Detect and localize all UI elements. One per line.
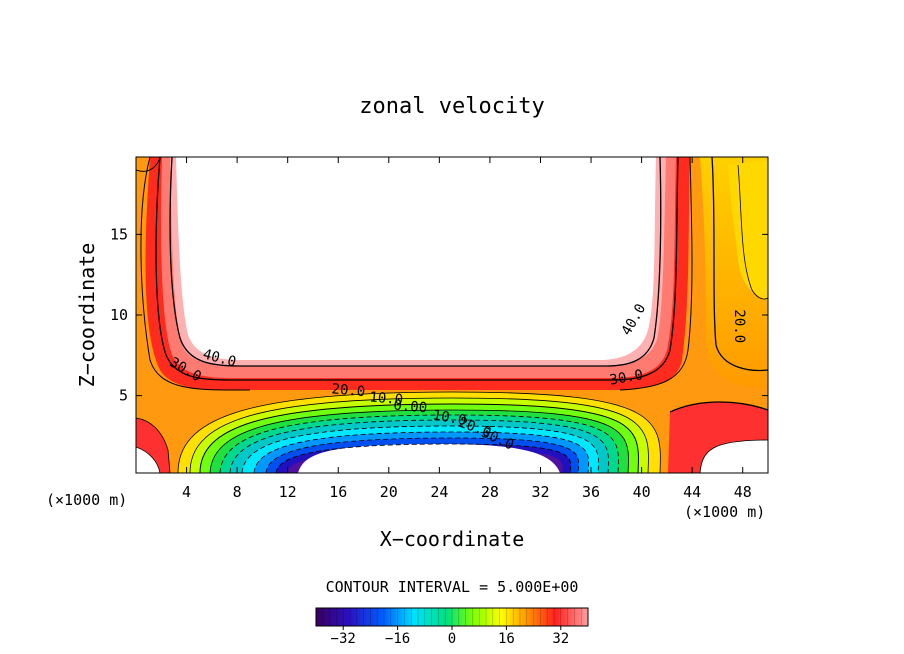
x-tick-label: 36 — [582, 483, 600, 501]
y-tick-label: 5 — [119, 387, 128, 405]
colorbar-tick-label: 16 — [498, 631, 515, 647]
colorbar-segments — [322, 608, 582, 626]
field-right-yellow-core — [728, 160, 768, 300]
contour-interval-text: CONTOUR INTERVAL = 5.000E+00 — [326, 578, 579, 596]
contour-label: 10.0 — [369, 389, 404, 408]
contour-lower-right — [669, 401, 768, 413]
contour-5-upper — [189, 397, 649, 473]
contour-label: 20.0 — [331, 381, 366, 400]
x-tick-label: 32 — [531, 483, 549, 501]
x-unit-left: (×1000 m) — [46, 491, 127, 509]
y-axis: 5 10 15 — [110, 225, 768, 405]
field-lower-left-white — [136, 447, 160, 473]
contour-40-left-upper — [169, 157, 662, 367]
contour-20-left — [140, 157, 251, 391]
contour-lower-left — [136, 417, 171, 473]
x-axis: 4 8 12 16 20 24 28 32 36 40 44 48 — [182, 157, 752, 501]
contour-neg5 — [209, 409, 629, 473]
x-tick-label: 12 — [279, 483, 297, 501]
colorbar-tick-label: −16 — [385, 631, 410, 647]
y-tick-label: 15 — [110, 225, 128, 243]
field-lower-white — [298, 444, 560, 473]
contour-neg15 — [229, 419, 609, 473]
x-tick-label: 16 — [329, 483, 347, 501]
x-tick-label: 24 — [430, 483, 448, 501]
contour-20-far-left — [136, 157, 161, 172]
x-tick-label: 8 — [233, 483, 242, 501]
colorbar-ticks: −32 −16 0 16 32 — [331, 626, 569, 647]
contour-neg20 — [241, 425, 599, 473]
colorbar-tick-label: −32 — [331, 631, 356, 647]
contour-label: 10.0 — [431, 407, 467, 429]
y-tick-label: 10 — [110, 306, 128, 324]
x-tick-label: 48 — [734, 483, 752, 501]
x-tick-label: 28 — [481, 483, 499, 501]
x-unit-right: (×1000 m) — [684, 503, 765, 521]
contour-label: 0.00 — [393, 397, 428, 416]
y-axis-label: Z−coordinate — [75, 243, 99, 388]
x-tick-label: 4 — [182, 483, 191, 501]
field-jet-core-white — [176, 157, 656, 360]
contour-lines — [136, 157, 768, 473]
contour-label: 20.0 — [731, 309, 747, 343]
contour-lower-left-inner — [136, 446, 161, 473]
contour-10-upper — [177, 391, 661, 473]
x-axis-label: X−coordinate — [380, 527, 525, 551]
colorbar-tick-label: 0 — [448, 631, 456, 647]
contour-neg10 — [219, 414, 619, 473]
contour-20-far-right — [711, 157, 768, 372]
contour-label: 30.0 — [608, 367, 644, 389]
contour-25-right-inner — [737, 164, 768, 300]
x-tick-label: 44 — [683, 483, 701, 501]
contour-lower-right-inner — [699, 439, 768, 473]
contour-neg35 — [275, 443, 572, 473]
contour-30 — [155, 157, 679, 381]
contour-20-right — [619, 157, 693, 391]
contour-field — [136, 157, 768, 473]
x-tick-label: 40 — [633, 483, 651, 501]
colorbar-tick-label: 32 — [552, 631, 569, 647]
contour-0 — [199, 403, 639, 473]
contour-neg25 — [253, 431, 590, 473]
chart-title: zonal velocity — [359, 94, 544, 119]
contour-neg30 — [265, 437, 580, 473]
field-lower-right-white — [700, 440, 768, 473]
x-tick-label: 20 — [380, 483, 398, 501]
